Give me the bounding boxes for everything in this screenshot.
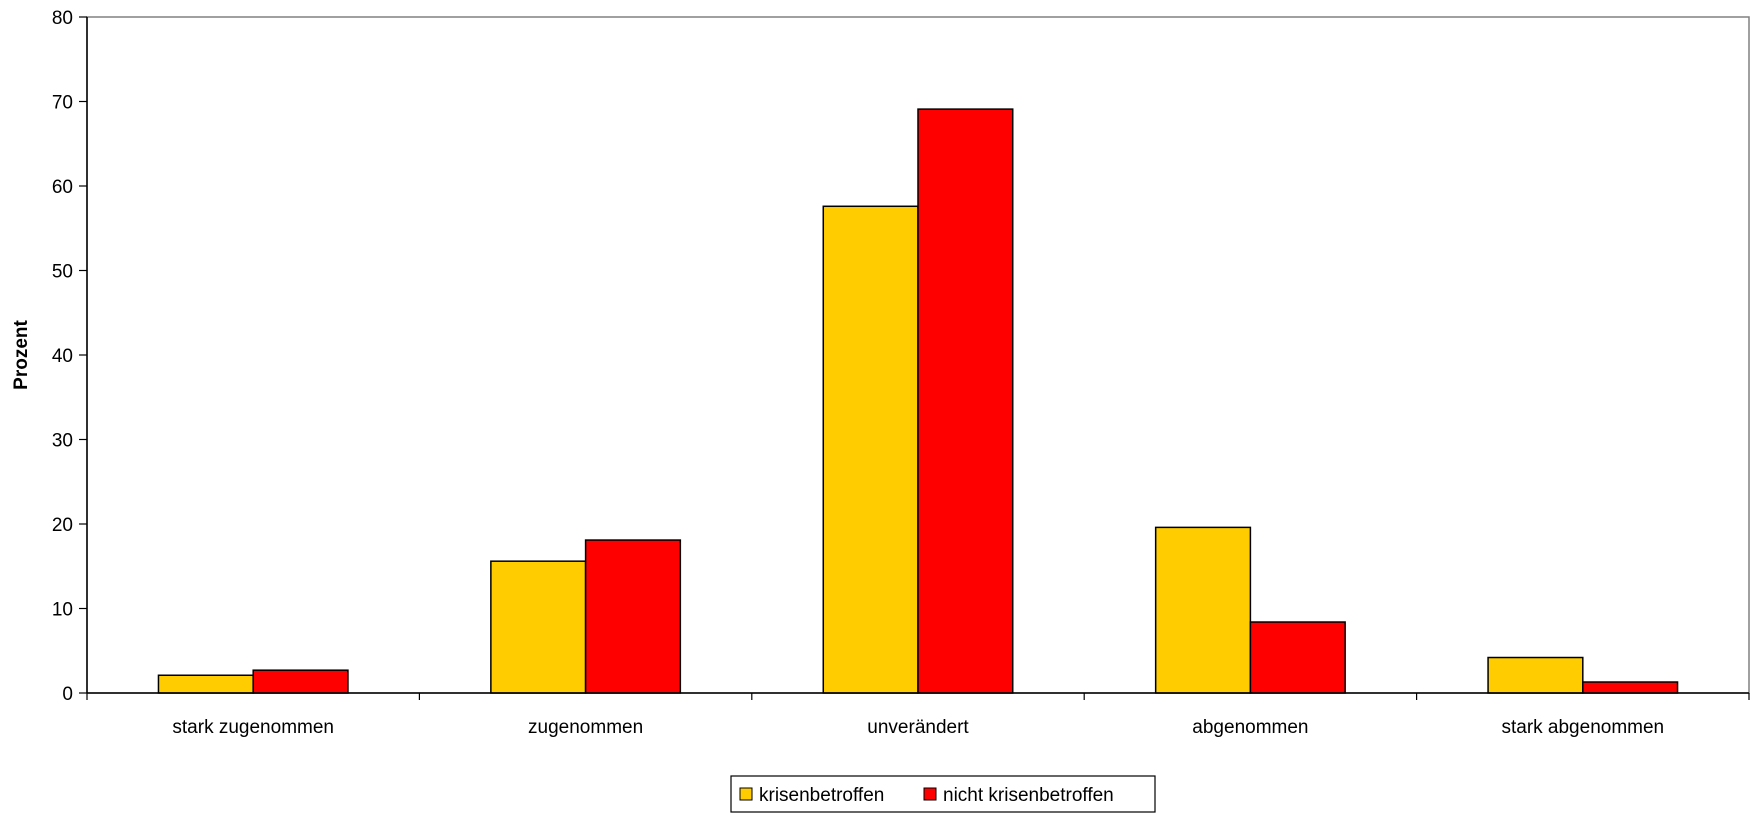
legend-label-nicht-krisenbetroffen: nicht krisenbetroffen: [943, 785, 1114, 806]
y-axis-title: Prozent: [11, 319, 32, 389]
bar-krisenbetroffen-4: [1487, 656, 1584, 694]
y-tick-label: 40: [52, 346, 73, 367]
x-axis-ticks: stark zugenommen zugenommen unverändert abg…: [86, 693, 1750, 738]
bar-krisenbetroffen-1: [490, 560, 587, 694]
y-tick-label: 60: [52, 177, 73, 198]
y-tick-label: 30: [52, 431, 73, 452]
legend-box: [730, 775, 1156, 813]
bar-nicht-krisenbetroffen-0: [252, 669, 349, 694]
x-category-label: stark abgenommen: [1501, 717, 1664, 738]
x-category-label: stark zugenommen: [172, 717, 334, 738]
x-category-label: unverändert: [867, 717, 969, 738]
y-tick-label: 10: [52, 600, 73, 621]
x-category-label: zugenommen: [528, 717, 643, 738]
bar-krisenbetroffen-3: [1154, 526, 1252, 694]
legend-label-krisenbetroffen: krisenbetroffen: [759, 785, 884, 806]
y-tick-label: 70: [52, 93, 73, 114]
y-tick-label: 0: [62, 684, 73, 705]
bar-krisenbetroffen-0: [157, 674, 254, 694]
legend-swatch-nicht-krisenbetroffen: [923, 787, 937, 801]
bar-nicht-krisenbetroffen-2: [917, 108, 1014, 694]
y-tick-label: 20: [52, 515, 73, 536]
bar-krisenbetroffen-2: [822, 205, 919, 694]
x-category-label: abgenommen: [1192, 717, 1308, 738]
bar-nicht-krisenbetroffen-1: [584, 539, 682, 694]
legend-swatch-krisenbetroffen: [739, 787, 753, 801]
y-axis-ticks: 0 10 20 30 40 50 60 70 80: [52, 8, 87, 705]
bar-nicht-krisenbetroffen-4: [1582, 681, 1679, 694]
bars: [157, 108, 1679, 694]
y-tick-label: 80: [52, 8, 73, 29]
legend: krisenbetroffen nicht krisenbetroffen: [730, 775, 1156, 813]
y-tick-label: 50: [52, 262, 73, 283]
bar-nicht-krisenbetroffen-3: [1249, 621, 1346, 694]
